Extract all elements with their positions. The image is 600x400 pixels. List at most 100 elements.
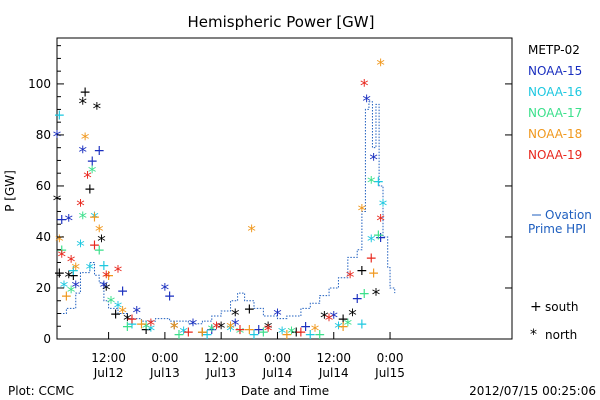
chart-title: Hemispheric Power [GW] bbox=[188, 13, 375, 31]
x-axis-label: Date and Time bbox=[241, 384, 329, 398]
data-point-noaa-18: * bbox=[170, 319, 179, 339]
data-point-noaa-18: * bbox=[95, 222, 104, 242]
data-point-noaa-15: * bbox=[79, 143, 88, 163]
data-point-noaa-19: * bbox=[376, 212, 385, 232]
legend-item-noaa-17: NOAA-17 bbox=[528, 106, 582, 120]
y-tick-label: 100 bbox=[28, 77, 51, 91]
legend-item-noaa-16: NOAA-16 bbox=[528, 85, 582, 99]
data-point-metp-02: + bbox=[110, 306, 122, 322]
data-point-noaa-15: + bbox=[93, 143, 105, 159]
data-point-noaa-17: * bbox=[107, 293, 116, 313]
data-point-noaa-17: + bbox=[258, 324, 270, 340]
data-point-noaa-15: + bbox=[86, 153, 98, 169]
data-point-noaa-19: * bbox=[83, 168, 92, 188]
y-tick-label: 20 bbox=[36, 281, 51, 295]
data-point-noaa-17: * bbox=[142, 319, 151, 339]
data-point-noaa-18: * bbox=[118, 303, 127, 323]
data-point-noaa-18: * bbox=[55, 232, 64, 252]
data-point-noaa-19: * bbox=[325, 311, 334, 331]
plot-area bbox=[56, 37, 513, 340]
data-point-noaa-17: + bbox=[173, 327, 185, 343]
data-point-noaa-16: * bbox=[226, 321, 235, 341]
data-point-noaa-18: * bbox=[376, 56, 385, 76]
data-point-noaa-18: + bbox=[61, 289, 73, 305]
data-point-metp-02: + bbox=[53, 266, 65, 282]
data-point-metp-02: * bbox=[93, 99, 102, 119]
data-point-noaa-18: * bbox=[311, 321, 320, 341]
legend-marker-symbol: + bbox=[530, 299, 542, 315]
data-point-noaa-15: * bbox=[369, 150, 378, 170]
data-point-noaa-17: * bbox=[67, 283, 76, 303]
data-point-noaa-18: * bbox=[81, 130, 90, 150]
legend-marker-south: south bbox=[545, 300, 579, 314]
data-point-noaa-19: * bbox=[264, 321, 273, 341]
data-point-noaa-19: * bbox=[147, 316, 156, 336]
data-point-metp-02: + bbox=[140, 322, 152, 338]
data-point-noaa-18: + bbox=[136, 317, 148, 333]
data-point-noaa-16: + bbox=[304, 327, 316, 343]
data-point-noaa-16: * bbox=[379, 196, 388, 216]
data-point-noaa-16: * bbox=[114, 298, 123, 318]
data-point-noaa-15: * bbox=[53, 127, 62, 147]
x-tick-sublabel: Jul13 bbox=[149, 366, 180, 380]
x-tick-label: 0:00 bbox=[151, 351, 178, 365]
data-point-metp-02: * bbox=[170, 319, 179, 339]
data-point-noaa-16: + bbox=[372, 174, 384, 190]
data-point-noaa-16: * bbox=[90, 209, 99, 229]
axes: 02040608010012:00Jul120:00Jul1312:00Jul1… bbox=[28, 45, 512, 380]
ovation-hpi-line bbox=[57, 101, 396, 325]
data-point-noaa-17: + bbox=[372, 227, 384, 243]
data-point-noaa-15: + bbox=[56, 212, 68, 228]
data-point-noaa-16: * bbox=[179, 324, 188, 344]
x-tick-sublabel: Jul15 bbox=[374, 366, 405, 380]
legend-item-noaa-15: NOAA-15 bbox=[528, 64, 582, 78]
data-point-noaa-15: * bbox=[273, 306, 282, 326]
y-tick-label: 60 bbox=[36, 179, 51, 193]
data-point-noaa-18: * bbox=[247, 222, 256, 242]
data-point-noaa-17: * bbox=[287, 324, 296, 344]
data-point-noaa-15: + bbox=[117, 284, 129, 300]
data-point-noaa-19: * bbox=[212, 319, 221, 339]
data-point-noaa-19: * bbox=[57, 247, 66, 267]
data-point-noaa-19: * bbox=[346, 268, 355, 288]
data-point-noaa-17: + bbox=[93, 243, 105, 259]
data-point-noaa-15: * bbox=[64, 212, 73, 232]
data-point-metp-02: * bbox=[102, 281, 111, 301]
data-point-noaa-18: + bbox=[103, 268, 115, 284]
x-tick-label: 0:00 bbox=[264, 351, 291, 365]
data-point-noaa-16: * bbox=[147, 321, 156, 341]
data-point-noaa-18: + bbox=[197, 324, 209, 340]
data-point-noaa-15: + bbox=[300, 319, 312, 335]
legend: METP-02 NOAA-15 NOAA-16 NOAA-17 NOAA-18 NOAA-… bbox=[528, 43, 592, 343]
data-point-noaa-15: * bbox=[161, 281, 170, 301]
data-point-noaa-17: * bbox=[88, 163, 97, 183]
x-tick-label: 12:00 bbox=[91, 351, 126, 365]
data-point-noaa-16: * bbox=[60, 278, 69, 298]
data-point-metp-02: * bbox=[64, 268, 73, 288]
data-point-noaa-15: + bbox=[351, 291, 363, 307]
data-point-noaa-18: * bbox=[72, 260, 81, 280]
data-point-metp-02: * bbox=[217, 319, 226, 339]
data-point-metp-02: + bbox=[243, 301, 255, 317]
data-point-metp-02: * bbox=[320, 309, 329, 329]
data-point-noaa-17: + bbox=[121, 319, 133, 335]
data-point-noaa-17: * bbox=[344, 316, 353, 336]
ovation-hpi-curve bbox=[57, 101, 396, 325]
data-point-noaa-15: * bbox=[189, 316, 198, 336]
data-point-noaa-18: + bbox=[368, 266, 380, 282]
data-point-noaa-17: + bbox=[358, 286, 370, 302]
data-point-noaa-17: * bbox=[236, 324, 245, 344]
data-point-metp-02: * bbox=[123, 311, 132, 331]
x-tick-sublabel: Jul13 bbox=[205, 366, 236, 380]
data-point-metp-02: + bbox=[290, 324, 302, 340]
footer-timestamp: 2012/07/15 00:25:06 bbox=[469, 384, 596, 398]
data-point-noaa-19: + bbox=[182, 324, 194, 340]
data-point-metp-02: * bbox=[372, 286, 381, 306]
data-point-noaa-15: * bbox=[231, 316, 240, 336]
data-point-noaa-16: * bbox=[334, 319, 343, 339]
data-point-noaa-16: + bbox=[248, 327, 260, 343]
data-point-noaa-15: * bbox=[100, 278, 109, 298]
data-point-noaa-18: * bbox=[358, 201, 367, 221]
legend-item-noaa-18: NOAA-18 bbox=[528, 127, 582, 141]
data-point-noaa-15: * bbox=[330, 309, 339, 329]
